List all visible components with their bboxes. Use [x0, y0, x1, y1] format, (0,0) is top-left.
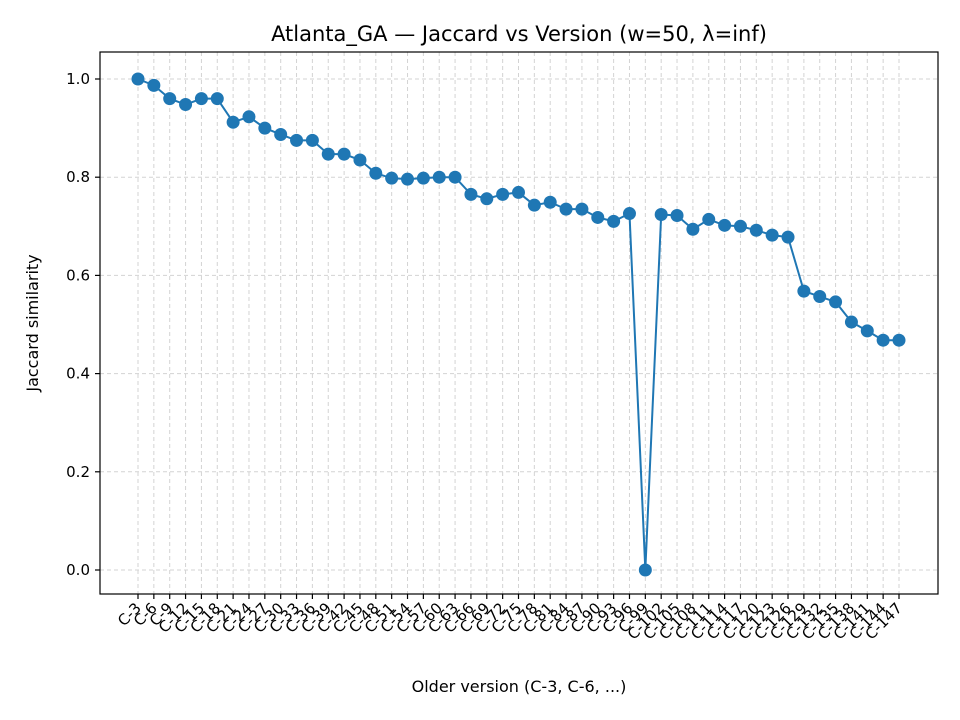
- x-axis-ticks: C-3C-6C-9C-12C-15C-18C-21C-24C-27C-30C-3…: [114, 594, 906, 643]
- data-point: [591, 210, 605, 224]
- data-point: [480, 192, 494, 206]
- y-tick-label: 0.0: [66, 561, 90, 579]
- plot-frame: [99, 51, 939, 595]
- data-point: [179, 98, 193, 112]
- y-axis-label: Jaccard similarity: [23, 254, 42, 392]
- data-point: [829, 295, 843, 309]
- data-point: [369, 166, 383, 180]
- data-point: [321, 147, 335, 161]
- y-tick-label: 0.2: [66, 463, 90, 481]
- data-point: [512, 185, 525, 199]
- y-tick-label: 0.8: [66, 168, 90, 186]
- y-tick-label: 1.0: [66, 70, 90, 88]
- data-point: [622, 207, 636, 221]
- data-point: [559, 202, 573, 216]
- data-point: [194, 92, 208, 106]
- y-tick-label: 0.6: [66, 266, 90, 284]
- data-point: [733, 219, 747, 233]
- x-axis-label: Older version (C-3, C-6, ...): [412, 677, 627, 696]
- grid-layer: [100, 52, 938, 594]
- data-point: [258, 121, 272, 135]
- data-point: [496, 187, 510, 201]
- data-point: [607, 214, 621, 228]
- data-point: [527, 198, 541, 212]
- data-point: [638, 563, 652, 577]
- data-point: [416, 171, 430, 185]
- data-point: [702, 212, 716, 226]
- data-point: [718, 218, 732, 232]
- data-point: [781, 230, 795, 244]
- data-point: [765, 228, 779, 242]
- data-point: [401, 172, 415, 186]
- y-axis-ticks: 0.0 0.2 0.4 0.6 0.8 1.0: [66, 70, 100, 579]
- data-point: [432, 170, 446, 184]
- data-point: [305, 133, 319, 147]
- data-point: [337, 147, 351, 161]
- data-point: [242, 110, 256, 124]
- data-point: [860, 324, 874, 338]
- data-point: [543, 195, 557, 209]
- data-point: [844, 315, 858, 329]
- chart-title: Atlanta_GA — Jaccard vs Version (w=50, λ…: [271, 22, 767, 47]
- data-point: [210, 92, 224, 106]
- data-point: [448, 170, 462, 184]
- data-point: [575, 202, 589, 216]
- y-tick-label: 0.4: [66, 365, 90, 383]
- data-point: [147, 78, 161, 92]
- data-point: [749, 223, 763, 237]
- data-point: [385, 171, 399, 185]
- data-point: [654, 208, 668, 222]
- data-point: [813, 290, 827, 304]
- data-point: [274, 127, 288, 141]
- data-point: [464, 187, 478, 201]
- data-point: [290, 133, 304, 147]
- data-point: [892, 333, 906, 347]
- data-point: [686, 222, 700, 236]
- data-points-layer: [131, 72, 906, 577]
- data-point: [876, 333, 890, 347]
- data-point: [163, 92, 177, 106]
- data-point: [226, 115, 240, 129]
- data-point: [131, 72, 145, 86]
- data-point: [670, 208, 684, 222]
- data-point: [797, 284, 811, 298]
- data-point: [353, 153, 367, 167]
